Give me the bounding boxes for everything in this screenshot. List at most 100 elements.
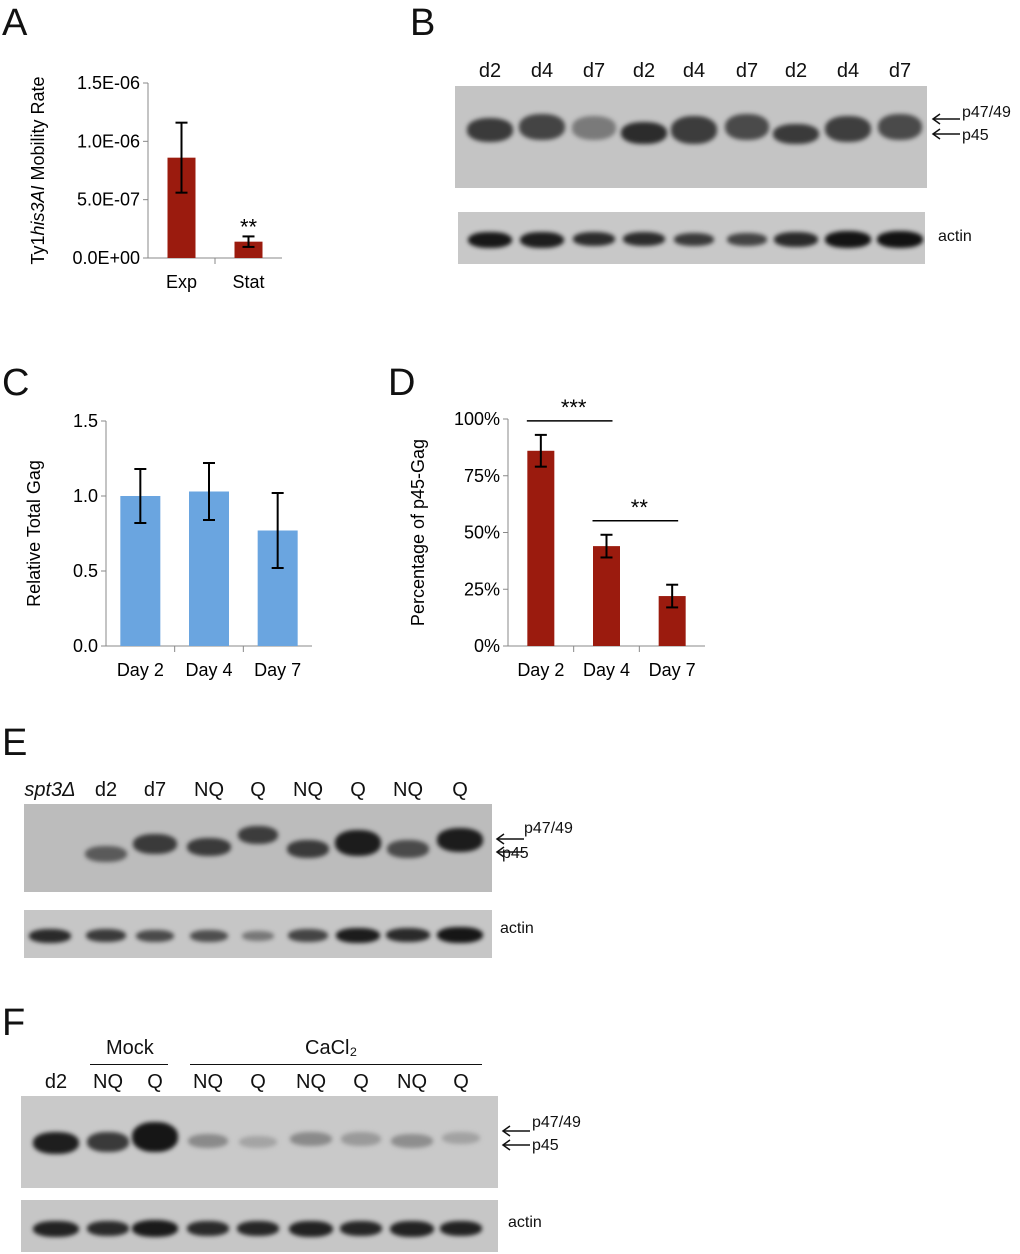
blot-band <box>573 232 615 246</box>
blot-e-gag <box>24 804 492 892</box>
blot-band <box>187 838 231 856</box>
chart-a: 0.0E+00 5.0E-07 1.0E-06 1.5E-06 Exp Stat Ty1hi… <box>28 73 282 292</box>
blot-band <box>340 1221 382 1236</box>
panel-letter-e: E <box>2 722 28 764</box>
blot-band <box>519 114 565 140</box>
blot-band <box>136 930 174 942</box>
panel-letter-b: B <box>410 2 436 44</box>
chart-d: 0% 25% 50% 75% 100% Day 2 Day 4 Day 7 Percentage… <box>408 395 705 680</box>
blot-b-gag <box>455 86 927 188</box>
blot-band <box>572 116 616 140</box>
blot-band <box>85 846 127 862</box>
y-axis-label-suffix: Mobility Rate <box>28 76 48 185</box>
blot-band <box>774 232 818 247</box>
y-axis-label: Percentage of p45-Gag <box>408 439 428 626</box>
blot-band <box>386 928 430 942</box>
blot-band <box>825 116 871 142</box>
y-tick-label: 100% <box>454 409 500 429</box>
lane-label: spt3Δ <box>24 779 76 801</box>
lane-label: NQ <box>193 1071 223 1093</box>
blot-band <box>442 1132 480 1144</box>
chart-c: 0.0 0.5 1.0 1.5 Day 2 Day 4 Day 7 Relative Tota… <box>24 411 312 680</box>
lane-label: d4 <box>836 60 860 82</box>
lane-label: NQ <box>393 779 423 801</box>
y-tick-label: 1.0 <box>73 486 98 506</box>
blot-band <box>390 1221 434 1237</box>
y-tick-label: 1.5 <box>73 411 98 431</box>
label-p45-f: p45 <box>532 1137 559 1154</box>
group-label-mock: Mock <box>106 1037 154 1059</box>
y-tick-label: 0.0 <box>73 636 98 656</box>
significance-mark: ** <box>240 214 258 239</box>
lane-label: d7 <box>143 779 167 801</box>
label-actin-b: actin <box>938 228 972 245</box>
lane-label: NQ <box>296 1071 326 1093</box>
blot-band <box>188 1134 228 1148</box>
blot-band <box>773 124 819 144</box>
x-tick-label: Day 4 <box>583 660 630 680</box>
blot-band <box>440 1221 482 1236</box>
blot-band <box>336 928 380 943</box>
arrow-icons-e <box>495 833 524 858</box>
blot-band <box>239 1136 277 1148</box>
y-tick-label: 0.0E+00 <box>72 248 140 268</box>
blot-band <box>132 1122 178 1152</box>
lane-label: d2 <box>478 60 502 82</box>
lane-label: Q <box>250 1071 266 1093</box>
y-tick-label: 75% <box>464 466 500 486</box>
y-tick-label: 25% <box>464 579 500 599</box>
blot-band <box>33 1132 79 1154</box>
lane-label: Q <box>350 779 366 801</box>
blot-band <box>437 927 483 943</box>
blot-band <box>289 1221 333 1237</box>
blot-band <box>878 114 922 140</box>
panel-letter-f: F <box>2 1002 26 1044</box>
y-tick-label: 5.0E-07 <box>77 190 140 210</box>
lane-label: Q <box>250 779 266 801</box>
x-tick-label: Day 7 <box>254 660 301 680</box>
arrow-icons-f <box>501 1125 530 1151</box>
bar-stat <box>234 241 263 258</box>
blot-band <box>237 1221 279 1236</box>
x-tick-label: Day 2 <box>117 660 164 680</box>
lane-label: NQ <box>194 779 224 801</box>
blot-band <box>520 232 564 248</box>
blot-band <box>387 840 429 858</box>
group-line-mock <box>90 1064 168 1065</box>
x-tick-label: Day 4 <box>185 660 232 680</box>
blot-band <box>725 114 769 140</box>
blot-band <box>287 840 329 858</box>
x-tick-label: Stat <box>232 272 264 292</box>
label-actin-f: actin <box>508 1214 542 1231</box>
lane-label: Q <box>147 1071 163 1093</box>
label-p45-e: p45 <box>502 845 529 862</box>
lane-label: d7 <box>735 60 759 82</box>
blot-band <box>727 233 767 246</box>
y-axis-label: Ty1his3AI Mobility Rate <box>28 76 48 264</box>
y-axis-label: Relative Total Gag <box>24 460 44 607</box>
x-tick-label: Exp <box>166 272 197 292</box>
y-tick-label: 1.5E-06 <box>77 73 140 93</box>
label-p45-b: p45 <box>962 127 989 144</box>
label-p47-49-f: p47/49 <box>532 1114 581 1131</box>
lane-label: d7 <box>582 60 606 82</box>
blot-band <box>87 1132 129 1152</box>
blot-band <box>341 1132 381 1146</box>
blot-band <box>468 232 512 248</box>
blot-band <box>29 929 71 943</box>
blot-band <box>290 1132 332 1146</box>
lane-label: NQ <box>397 1071 427 1093</box>
blot-band <box>86 929 126 942</box>
blot-band <box>437 828 483 852</box>
blot-band <box>671 116 717 144</box>
panel-letter-a: A <box>2 2 28 44</box>
group-label-cacl2: CaCl₂ <box>305 1037 358 1059</box>
lane-label: d4 <box>682 60 706 82</box>
blot-e-actin <box>24 910 492 958</box>
y-tick-label: 0.5 <box>73 561 98 581</box>
label-actin-e: actin <box>500 920 534 937</box>
blot-band <box>877 231 923 248</box>
significance-mark: *** <box>561 395 587 420</box>
y-tick-label: 1.0E-06 <box>77 131 140 151</box>
y-axis-label-gene: his3AI <box>28 186 48 236</box>
